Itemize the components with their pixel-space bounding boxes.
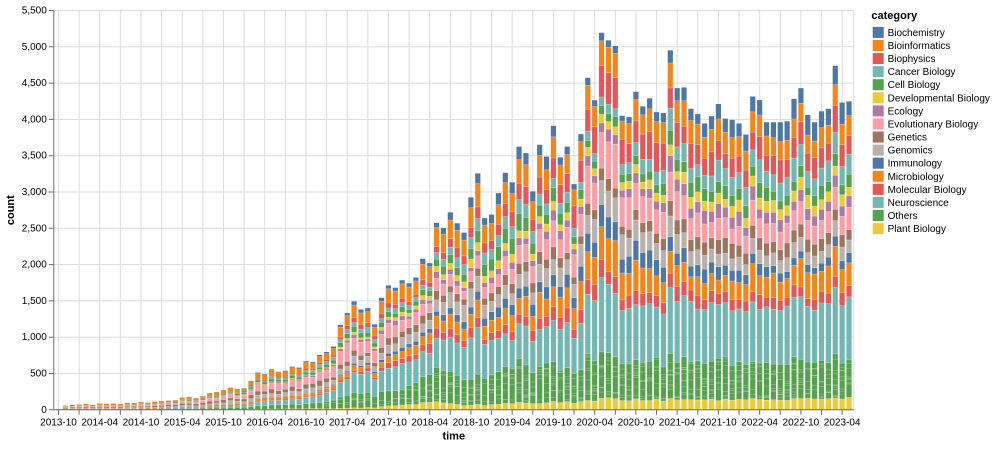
svg-text:category: category (871, 10, 918, 22)
svg-text:4,000: 4,000 (22, 114, 47, 125)
svg-text:1,500: 1,500 (22, 296, 47, 307)
svg-text:1,000: 1,000 (22, 332, 47, 343)
svg-text:Biochemistry: Biochemistry (888, 28, 945, 39)
svg-text:Cell Biology: Cell Biology (888, 80, 941, 91)
svg-text:2019-10: 2019-10 (535, 417, 572, 428)
svg-text:2021-10: 2021-10 (700, 417, 737, 428)
svg-text:Genetics: Genetics (888, 133, 927, 144)
svg-text:2019-04: 2019-04 (494, 417, 531, 428)
svg-text:Developmental Biology: Developmental Biology (888, 93, 990, 104)
svg-text:Bioinformatics: Bioinformatics (888, 41, 951, 52)
svg-text:2015-10: 2015-10 (205, 417, 242, 428)
svg-text:Molecular Biology: Molecular Biology (888, 185, 967, 196)
svg-text:count: count (5, 195, 17, 225)
svg-text:5,500: 5,500 (22, 6, 47, 17)
svg-text:Genomics: Genomics (888, 146, 933, 157)
svg-text:2022-04: 2022-04 (741, 417, 778, 428)
svg-text:2021-04: 2021-04 (659, 417, 696, 428)
svg-text:2020-10: 2020-10 (618, 417, 655, 428)
svg-text:3,000: 3,000 (22, 187, 47, 198)
svg-text:5,000: 5,000 (22, 42, 47, 53)
svg-text:2016-10: 2016-10 (288, 417, 325, 428)
svg-text:3,500: 3,500 (22, 151, 47, 162)
svg-text:Neuroscience: Neuroscience (888, 198, 950, 209)
svg-text:2022-10: 2022-10 (783, 417, 820, 428)
svg-text:2017-04: 2017-04 (329, 417, 366, 428)
svg-text:500: 500 (30, 369, 47, 380)
svg-text:2015-04: 2015-04 (164, 417, 201, 428)
svg-text:2013-10: 2013-10 (40, 417, 77, 428)
svg-text:2,000: 2,000 (22, 260, 47, 271)
svg-text:2018-04: 2018-04 (411, 417, 448, 428)
svg-text:2016-04: 2016-04 (246, 417, 283, 428)
svg-text:0: 0 (41, 405, 47, 416)
svg-text:Others: Others (888, 211, 918, 222)
svg-text:time: time (442, 430, 465, 442)
svg-text:2,500: 2,500 (22, 223, 47, 234)
svg-text:2014-10: 2014-10 (123, 417, 160, 428)
svg-text:4,500: 4,500 (22, 78, 47, 89)
svg-text:Cancer Biology: Cancer Biology (888, 67, 956, 78)
svg-text:2023-04: 2023-04 (824, 417, 861, 428)
svg-text:2018-10: 2018-10 (453, 417, 490, 428)
svg-text:Ecology: Ecology (888, 106, 924, 117)
svg-text:2017-10: 2017-10 (370, 417, 407, 428)
svg-text:Microbiology: Microbiology (888, 172, 944, 183)
svg-text:2014-04: 2014-04 (81, 417, 118, 428)
svg-text:Evolutionary Biology: Evolutionary Biology (888, 119, 979, 130)
svg-text:Biophysics: Biophysics (888, 54, 936, 65)
svg-text:Plant Biology: Plant Biology (888, 224, 946, 235)
svg-text:Immunology: Immunology (888, 159, 942, 170)
svg-text:2020-04: 2020-04 (576, 417, 613, 428)
